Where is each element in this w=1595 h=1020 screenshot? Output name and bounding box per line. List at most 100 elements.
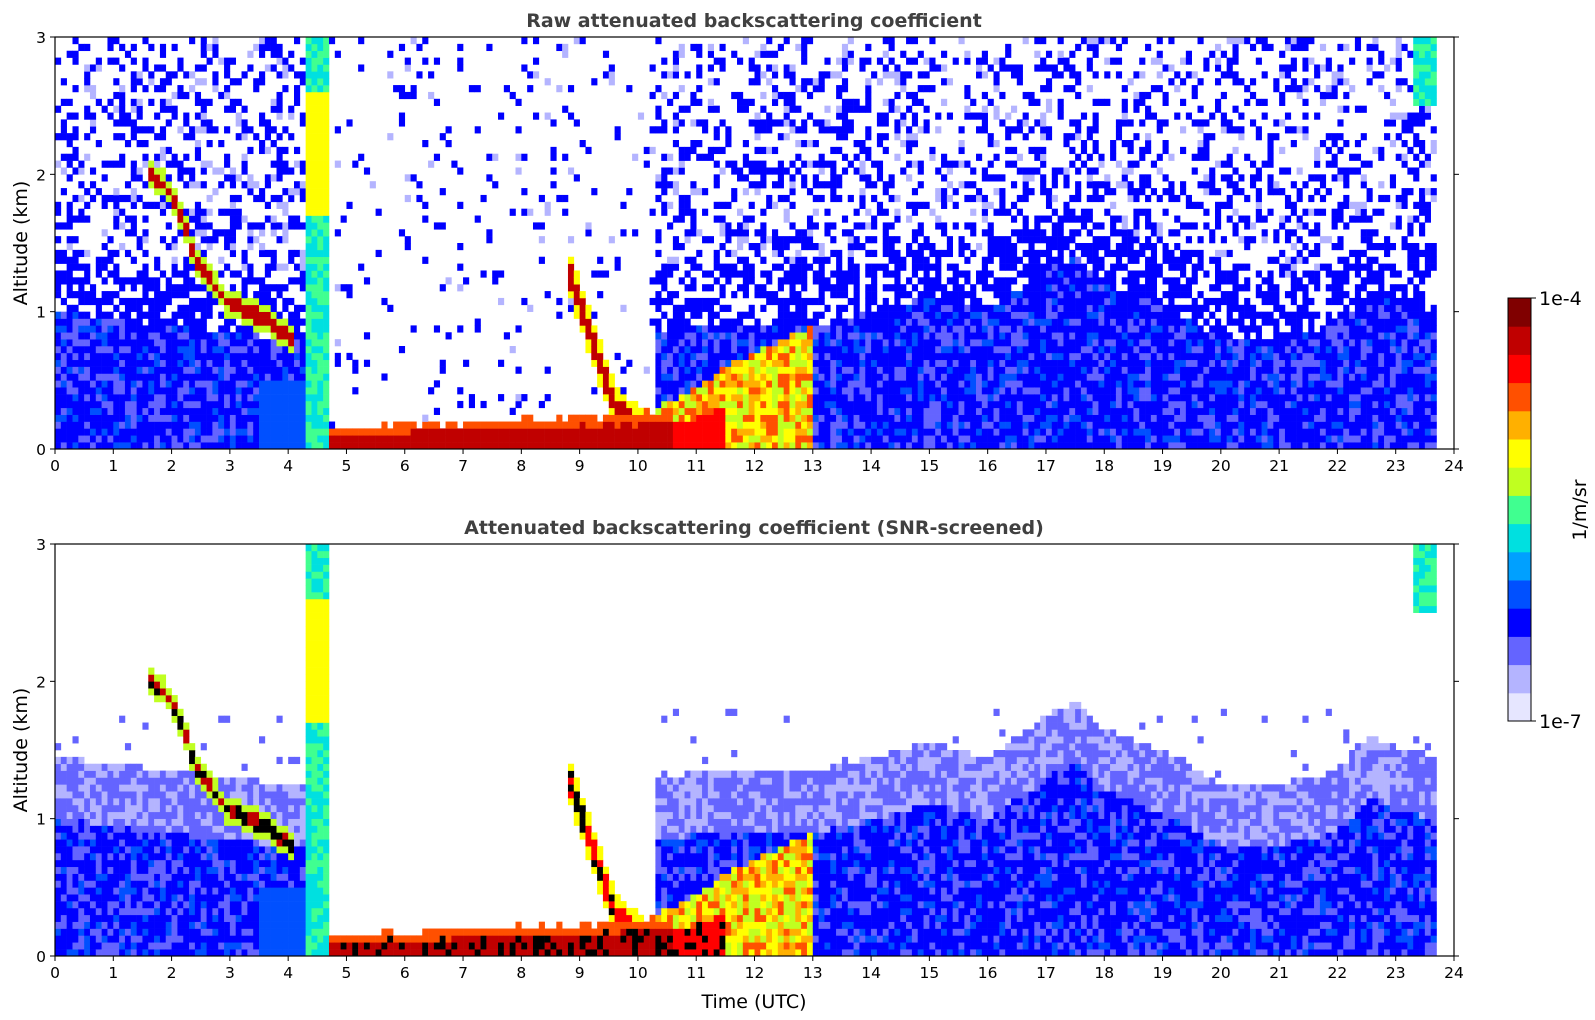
heatmap-cell: [818, 407, 825, 415]
heatmap-cell: [690, 98, 697, 106]
heatmap-cell: [1005, 387, 1012, 395]
heatmap-cell: [136, 304, 143, 312]
heatmap-cell: [1010, 105, 1018, 113]
heatmap-cell: [95, 339, 102, 347]
heatmap-cell: [853, 332, 860, 340]
heatmap-cell: [667, 318, 674, 326]
heatmap-cell: [836, 174, 843, 182]
heatmap-cell: [148, 421, 155, 429]
heatmap-cell: [247, 297, 254, 306]
heatmap-cell: [649, 208, 656, 216]
heatmap-cell: [876, 387, 884, 395]
heatmap-cell: [941, 366, 948, 374]
heatmap-cell: [824, 126, 831, 134]
heatmap-cell: [317, 339, 324, 347]
heatmap-cell: [567, 421, 575, 429]
heatmap-cell: [1045, 359, 1053, 367]
heatmap-cell: [218, 366, 225, 374]
heatmap-cell: [107, 352, 114, 361]
heatmap-cell: [194, 304, 202, 312]
heatmap-cell: [713, 414, 720, 422]
heatmap-cell: [1005, 297, 1012, 306]
heatmap-cell: [865, 85, 872, 93]
heatmap-cell: [847, 414, 854, 422]
heatmap-cell: [766, 380, 773, 388]
heatmap-cell: [929, 85, 936, 93]
heatmap-cell: [136, 243, 143, 251]
heatmap-cell: [165, 194, 172, 203]
heatmap-cell: [812, 414, 819, 422]
heatmap-cell: [725, 346, 732, 354]
heatmap-cell: [305, 414, 312, 422]
heatmap-cell: [521, 414, 528, 422]
heatmap-cell: [66, 359, 73, 367]
heatmap-cell: [731, 194, 738, 203]
heatmap-cell: [299, 414, 306, 422]
heatmap-cell: [725, 160, 732, 168]
heatmap-cell: [585, 222, 592, 230]
heatmap-cell: [917, 126, 924, 134]
heatmap-cell: [270, 414, 277, 422]
heatmap-cell: [264, 146, 271, 155]
heatmap-cell: [841, 85, 849, 93]
heatmap-cell: [60, 339, 67, 347]
heatmap-cell: [777, 366, 784, 374]
heatmap-cell: [1051, 222, 1058, 230]
heatmap-cell: [177, 352, 184, 361]
heatmap-cell: [853, 284, 860, 292]
heatmap-cell: [288, 256, 295, 264]
heatmap-cell: [305, 263, 312, 271]
heatmap-cell: [294, 215, 301, 223]
heatmap-cell: [935, 359, 942, 367]
heatmap-cell: [294, 346, 301, 354]
heatmap-cell: [754, 428, 761, 436]
heatmap-cell: [264, 270, 271, 278]
heatmap-cell: [305, 112, 312, 120]
heatmap-cell: [66, 222, 73, 230]
heatmap-cell: [194, 208, 202, 216]
heatmap-cell: [970, 400, 977, 409]
heatmap-cell: [451, 442, 458, 449]
heatmap-cell: [678, 85, 685, 93]
heatmap-cell: [999, 57, 1006, 65]
heatmap-cell: [229, 236, 237, 244]
heatmap-cell: [608, 435, 615, 443]
heatmap-cell: [841, 339, 849, 347]
heatmap-cell: [235, 442, 242, 449]
heatmap-cell: [678, 201, 685, 209]
heatmap-cell: [737, 359, 744, 367]
heatmap-cell: [725, 352, 732, 361]
heatmap-cell: [159, 332, 167, 340]
heatmap-cell: [917, 435, 924, 443]
heatmap-cell: [923, 256, 930, 264]
heatmap-cell: [725, 304, 732, 312]
heatmap-cell: [218, 400, 225, 409]
heatmap-cell: [976, 435, 983, 443]
heatmap-cell: [1016, 387, 1023, 395]
heatmap-cell: [200, 119, 207, 127]
heatmap-cell: [958, 414, 965, 422]
heatmap-cell: [789, 325, 796, 333]
heatmap-cell: [241, 428, 248, 436]
heatmap-cell: [818, 167, 825, 175]
heatmap-cell: [760, 146, 767, 155]
heatmap-cell: [713, 297, 720, 306]
heatmap-cell: [888, 325, 895, 333]
heatmap-cell: [89, 387, 97, 395]
heatmap-cell: [72, 311, 79, 319]
heatmap-cell: [189, 304, 196, 312]
heatmap-cell: [876, 442, 884, 449]
heatmap-cell: [323, 153, 330, 161]
heatmap-cell: [1040, 304, 1047, 312]
heatmap-cell: [836, 91, 843, 100]
heatmap-cell: [78, 291, 85, 299]
heatmap-cell: [323, 194, 330, 203]
heatmap-cell: [247, 188, 254, 196]
heatmap-cell: [946, 243, 953, 251]
heatmap-cell: [841, 428, 849, 436]
heatmap-cell: [95, 428, 102, 436]
heatmap-cell: [690, 304, 697, 312]
heatmap-cell: [999, 421, 1006, 429]
heatmap-cell: [865, 400, 872, 409]
heatmap-cell: [964, 352, 971, 361]
